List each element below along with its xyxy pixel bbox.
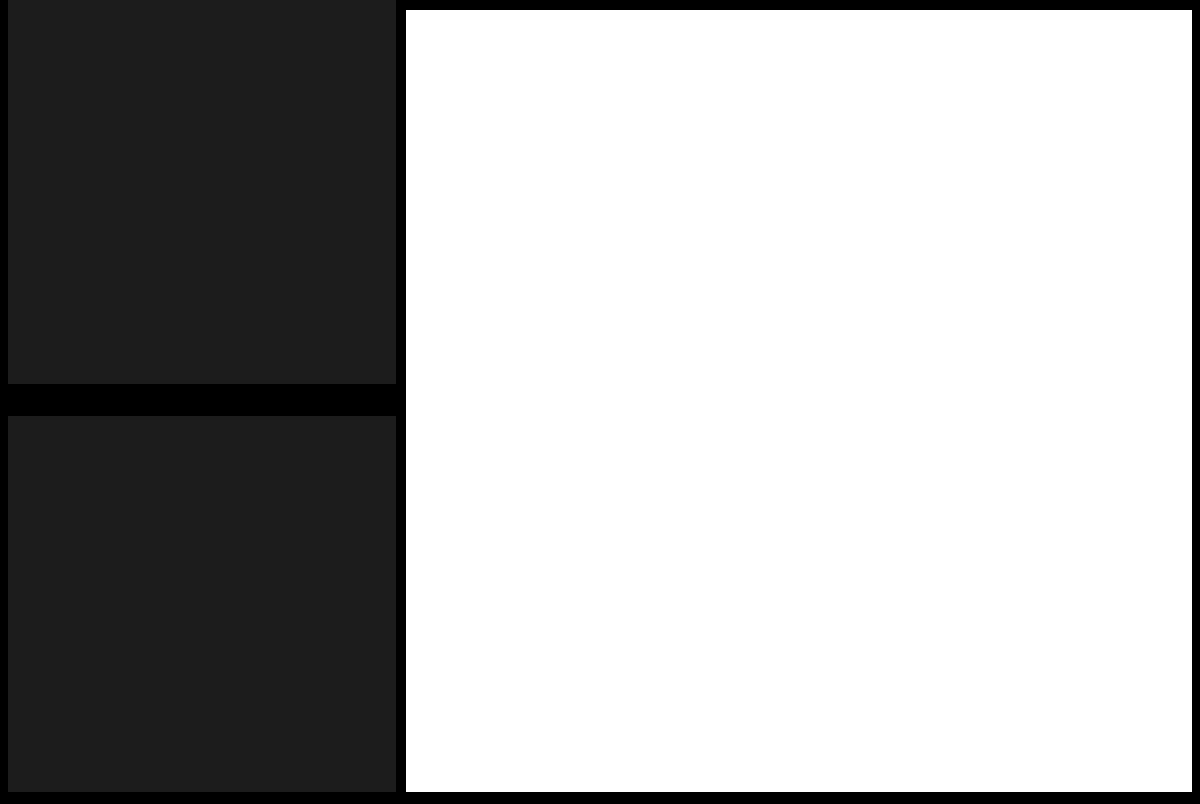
data-source (428, 770, 498, 778)
voting-network-graph (406, 10, 1192, 792)
vote-board-bottom (8, 416, 396, 792)
vote-board-top (8, 0, 396, 384)
network-graph-panel (406, 10, 1192, 792)
